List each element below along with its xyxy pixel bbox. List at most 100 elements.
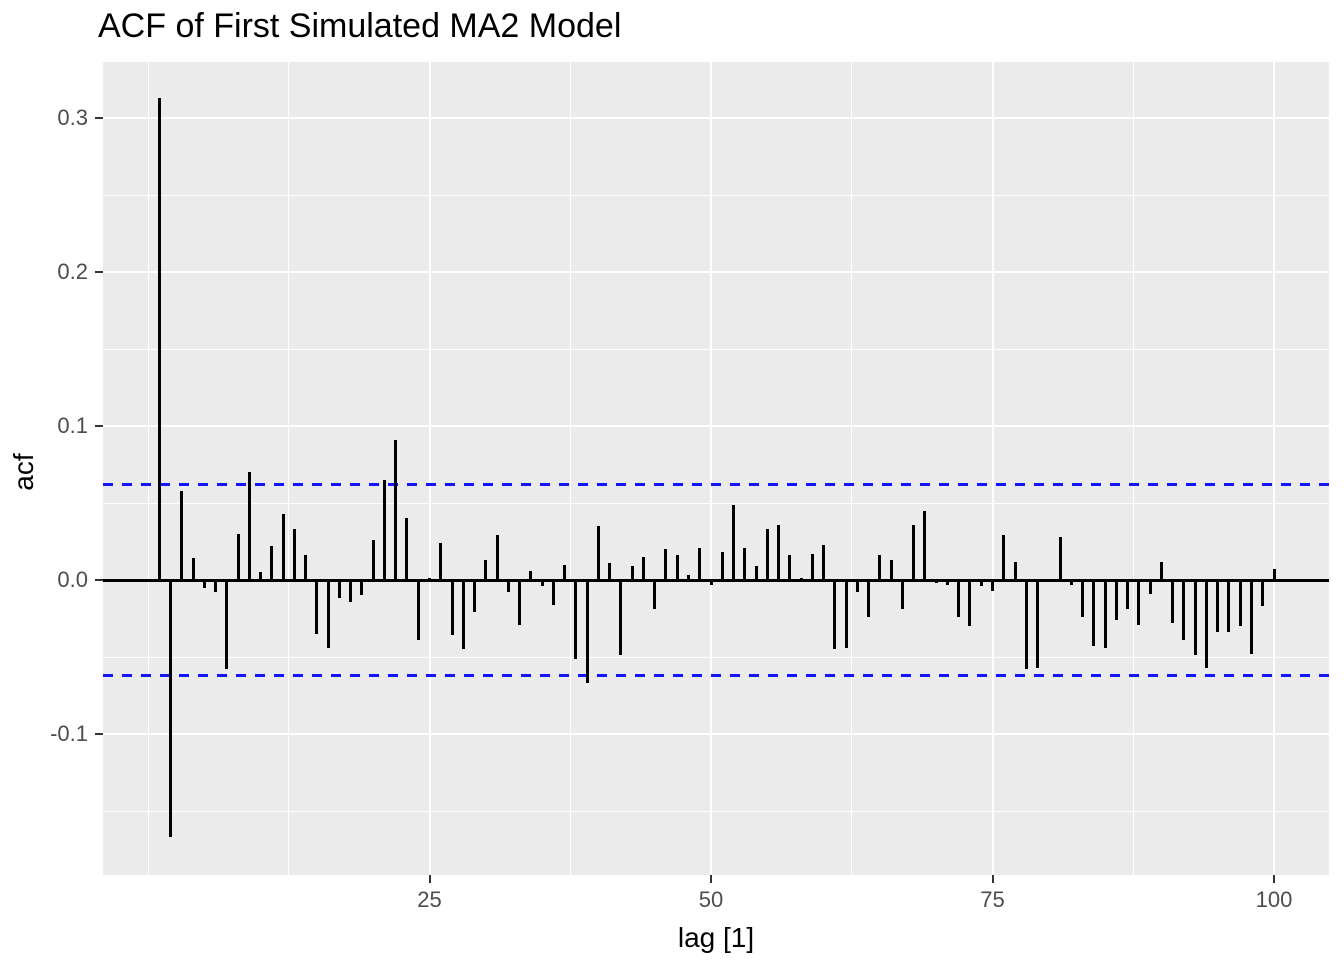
acf-bar-lag-25 <box>428 578 431 580</box>
acf-bar-lag-19 <box>360 580 364 596</box>
minor-gridline-x <box>288 62 290 875</box>
y-tick <box>95 425 103 427</box>
acf-bar-lag-1 <box>157 97 161 580</box>
acf-bar-lag-78 <box>1024 580 1028 670</box>
y-tick <box>95 117 103 119</box>
acf-bar-lag-23 <box>405 518 409 580</box>
acf-bar-lag-20 <box>371 539 375 580</box>
acf-bar-lag-18 <box>349 580 353 602</box>
acf-bar-lag-85 <box>1103 580 1107 648</box>
acf-bar-lag-79 <box>1036 580 1040 668</box>
major-gridline-y <box>103 733 1329 735</box>
acf-bar-lag-31 <box>495 535 499 580</box>
acf-bar-lag-81 <box>1058 536 1062 580</box>
acf-bar-lag-95 <box>1216 580 1220 633</box>
x-tick-label: 75 <box>980 887 1005 912</box>
acf-bar-lag-38 <box>574 580 578 659</box>
minor-gridline-x <box>851 62 853 875</box>
y-tick-label: 0.1 <box>57 413 88 438</box>
acf-bar-lag-10 <box>259 572 263 580</box>
acf-bar-lag-14 <box>304 555 308 580</box>
major-gridline-y <box>103 117 1329 119</box>
x-tick <box>991 875 994 883</box>
acf-bar-lag-45 <box>653 580 657 610</box>
major-gridline-x <box>428 62 431 875</box>
chart-title: ACF of First Simulated MA2 Model <box>98 7 622 45</box>
x-axis-title: lag [1] <box>677 922 755 953</box>
y-tick <box>95 271 103 273</box>
acf-bar-lag-28 <box>461 580 465 650</box>
acf-bar-lag-75 <box>991 580 994 591</box>
acf-bar-lag-99 <box>1261 580 1265 607</box>
major-gridline-x <box>1273 62 1275 875</box>
minor-gridline-y <box>103 502 1329 504</box>
acf-bar-lag-61 <box>833 580 837 650</box>
acf-bar-lag-57 <box>788 555 792 580</box>
major-gridline-x <box>991 62 994 875</box>
acf-bar-lag-93 <box>1193 580 1197 656</box>
acf-bar-lag-39 <box>585 580 589 684</box>
acf-bar-lag-66 <box>889 559 893 580</box>
acf-bar-lag-43 <box>630 566 634 580</box>
acf-bar-lag-30 <box>484 559 488 580</box>
acf-bar-lag-2 <box>169 580 173 838</box>
major-gridline-y <box>103 271 1329 273</box>
y-tick-label: 0.0 <box>57 567 88 592</box>
acf-bar-lag-63 <box>855 580 859 593</box>
acf-bar-lag-64 <box>867 580 871 617</box>
acf-bar-lag-65 <box>878 555 882 580</box>
minor-gridline-x <box>569 62 571 875</box>
acf-bar-lag-3 <box>180 490 184 580</box>
acf-bar-lag-44 <box>641 556 645 580</box>
acf-bar-lag-96 <box>1227 580 1231 633</box>
acf-bar-lag-51 <box>720 552 724 580</box>
acf-bar-lag-15 <box>315 580 319 634</box>
acf-bar-lag-53 <box>743 547 747 580</box>
acf-bar-lag-16 <box>326 580 330 648</box>
confidence-band-line <box>103 673 1329 677</box>
acf-bar-lag-98 <box>1249 580 1253 654</box>
acf-bar-lag-84 <box>1092 580 1096 647</box>
x-tick-label: 25 <box>417 887 442 912</box>
acf-bar-lag-32 <box>506 580 510 593</box>
acf-bar-lag-22 <box>394 439 398 580</box>
acf-bar-lag-27 <box>450 580 454 636</box>
acf-bar-lag-13 <box>292 529 296 580</box>
y-tick <box>95 579 103 581</box>
plot-panel <box>103 62 1329 875</box>
x-tick <box>710 875 712 883</box>
minor-gridline-y <box>103 348 1329 350</box>
major-gridline-y <box>103 425 1329 427</box>
acf-bar-lag-90 <box>1159 561 1163 580</box>
acf-bar-lag-82 <box>1069 580 1073 585</box>
y-tick-label: -0.1 <box>50 721 88 746</box>
acf-bar-lag-21 <box>382 479 386 580</box>
acf-bar-lag-11 <box>270 546 274 580</box>
acf-bar-lag-41 <box>608 563 612 580</box>
acf-bar-lag-52 <box>732 504 736 580</box>
acf-bar-lag-47 <box>675 555 679 580</box>
acf-bar-lag-29 <box>473 580 477 613</box>
confidence-band-line <box>103 483 1329 487</box>
acf-bar-lag-70 <box>934 580 938 584</box>
acf-bar-lag-94 <box>1204 580 1208 668</box>
acf-bar-lag-69 <box>923 510 927 580</box>
acf-bar-lag-54 <box>754 566 758 580</box>
acf-bar-lag-62 <box>844 580 848 648</box>
acf-bar-lag-37 <box>563 564 567 580</box>
acf-bar-lag-8 <box>236 533 240 580</box>
acf-bar-lag-59 <box>810 553 814 580</box>
acf-bar-lag-86 <box>1114 580 1118 621</box>
x-tick <box>1273 875 1275 883</box>
acf-bar-lag-34 <box>529 570 533 580</box>
acf-bar-lag-7 <box>225 580 229 670</box>
acf-bar-lag-48 <box>686 575 690 580</box>
acf-bar-lag-17 <box>337 580 341 599</box>
acf-bar-lag-9 <box>247 472 251 580</box>
minor-gridline-x <box>1132 62 1134 875</box>
acf-bar-lag-58 <box>799 578 803 580</box>
zero-line <box>103 578 1329 582</box>
acf-bar-lag-77 <box>1013 561 1017 580</box>
x-tick <box>428 875 431 883</box>
acf-bar-lag-91 <box>1171 580 1175 624</box>
